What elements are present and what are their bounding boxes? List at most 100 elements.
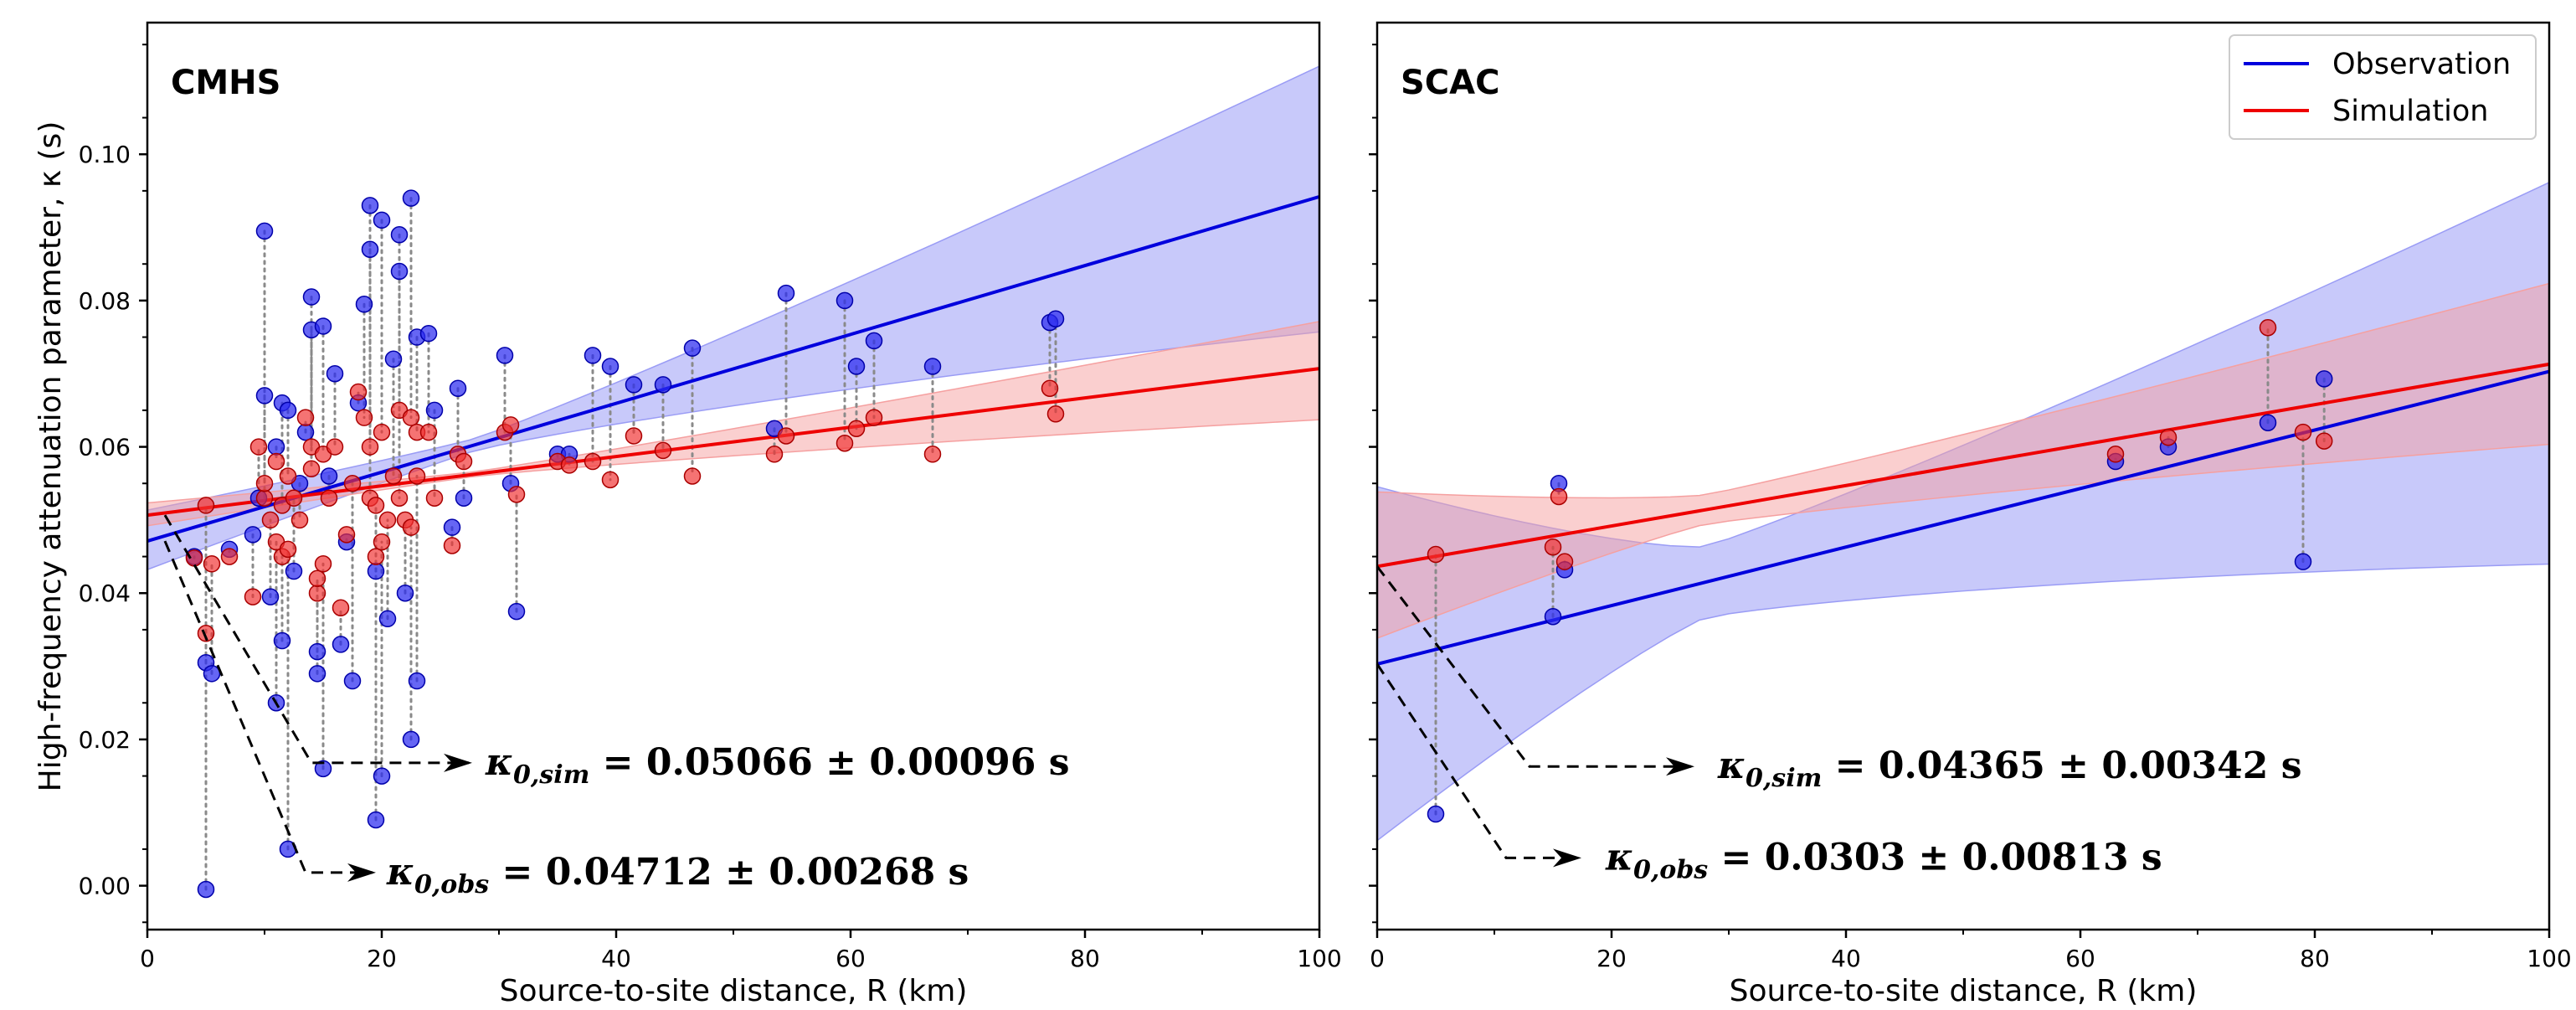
x-tick-label: 40 <box>601 945 631 972</box>
simulation-point <box>603 472 619 487</box>
observation-point <box>304 289 320 305</box>
simulation-point <box>368 549 384 564</box>
observation-point <box>497 348 513 363</box>
observation-point <box>509 604 525 620</box>
simulation-point <box>187 550 203 566</box>
observation-point <box>245 527 261 543</box>
observation-point <box>269 439 285 455</box>
simulation-point <box>409 468 425 484</box>
y-tick-label: 0.04 <box>79 580 131 607</box>
observation-point <box>368 564 384 580</box>
observation-point <box>198 881 214 897</box>
annotation-subscript: 0,obs <box>1633 855 1708 884</box>
simulation-point <box>1557 554 1573 569</box>
simulation-point <box>656 442 671 458</box>
legend-observation-label: Observation <box>2332 48 2511 81</box>
simulation-point <box>351 384 367 400</box>
simulation-point <box>310 585 326 601</box>
observation-point <box>2296 554 2311 569</box>
simulation-point <box>310 570 326 586</box>
panel-title: SCAC <box>1401 64 1499 102</box>
observation-point <box>445 519 460 535</box>
observation-point <box>450 380 466 396</box>
x-tick-label: 20 <box>367 945 397 972</box>
observation-point <box>1048 311 1064 327</box>
observation-point <box>298 425 314 441</box>
y-tick-label: 0.06 <box>79 434 131 461</box>
simulation-point <box>333 600 349 616</box>
observation-point <box>603 358 619 374</box>
legend-simulation-label: Simulation <box>2332 95 2488 128</box>
simulation-point <box>316 556 332 572</box>
simulation-point <box>374 425 390 441</box>
simulation-point <box>368 497 384 513</box>
simulation-point <box>386 468 402 484</box>
observation-point <box>374 768 390 784</box>
observation-point <box>204 666 220 682</box>
observation-point <box>345 673 361 689</box>
simulation-point <box>1428 546 1444 562</box>
simulation-point <box>2316 433 2332 449</box>
observation-point <box>925 358 941 374</box>
observation-point <box>257 223 273 239</box>
y-tick-label: 0.00 <box>79 873 131 900</box>
annotation-symbol: κ <box>485 741 513 784</box>
panel-title: CMHS <box>171 64 280 102</box>
simulation-point <box>685 468 701 484</box>
observation-point <box>837 292 853 308</box>
y-axis-label: High-frequency attenuation parameter, κ … <box>33 121 68 792</box>
annotation-value: = 0.0303 ± 0.00813 s <box>1708 836 2162 879</box>
observation-point <box>685 340 701 356</box>
simulation-point <box>925 446 941 462</box>
simulation-point <box>304 461 320 477</box>
observation-point <box>333 636 349 652</box>
simulation-point <box>380 512 396 528</box>
simulation-point <box>1048 406 1064 422</box>
simulation-point <box>222 549 238 564</box>
observation-point <box>404 190 419 206</box>
simulation-point <box>2108 446 2124 462</box>
x-tick-label: 0 <box>1370 945 1385 972</box>
simulation-point <box>327 439 343 455</box>
observation-point <box>263 589 279 605</box>
x-tick-label: 80 <box>2300 945 2330 972</box>
observation-point <box>398 585 414 601</box>
simulation-point <box>280 541 296 557</box>
observation-point <box>1545 609 1561 625</box>
annotation-subscript: 0,sim <box>513 760 589 790</box>
simulation-point <box>837 435 853 451</box>
simulation-point <box>286 490 302 506</box>
simulation-point <box>392 490 408 506</box>
observation-point <box>368 812 384 827</box>
observation-point <box>386 351 402 367</box>
simulation-point <box>767 446 783 462</box>
simulation-point <box>427 490 443 506</box>
observation-point <box>585 348 601 363</box>
simulation-point <box>257 490 273 506</box>
observation-point <box>310 644 326 660</box>
simulation-point <box>263 512 279 528</box>
simulation-point <box>1545 539 1561 555</box>
observation-point <box>392 263 408 279</box>
annotation-subscript: 0,obs <box>414 870 489 899</box>
simulation-point <box>866 410 882 425</box>
annotation-symbol: κ <box>386 851 414 894</box>
simulation-point <box>1551 488 1567 504</box>
simulation-point <box>251 439 267 455</box>
y-tick-label: 0.02 <box>79 726 131 754</box>
simulation-point <box>2161 430 2177 446</box>
simulation-point <box>321 490 337 506</box>
observation-point <box>275 633 291 649</box>
annotation-value: = 0.04365 ± 0.00342 s <box>1822 745 2301 787</box>
observation-point <box>374 212 390 228</box>
observation-point <box>286 564 302 580</box>
observation-point <box>404 731 419 747</box>
annotation-symbol: κ <box>1605 836 1633 879</box>
simulation-point <box>198 497 214 513</box>
simulation-point <box>362 439 378 455</box>
annotation-value: = 0.05066 ± 0.00096 s <box>589 741 1069 784</box>
observation-point <box>626 377 642 393</box>
observation-point <box>849 358 865 374</box>
observation-point <box>2316 371 2332 387</box>
simulation-point <box>245 589 261 605</box>
